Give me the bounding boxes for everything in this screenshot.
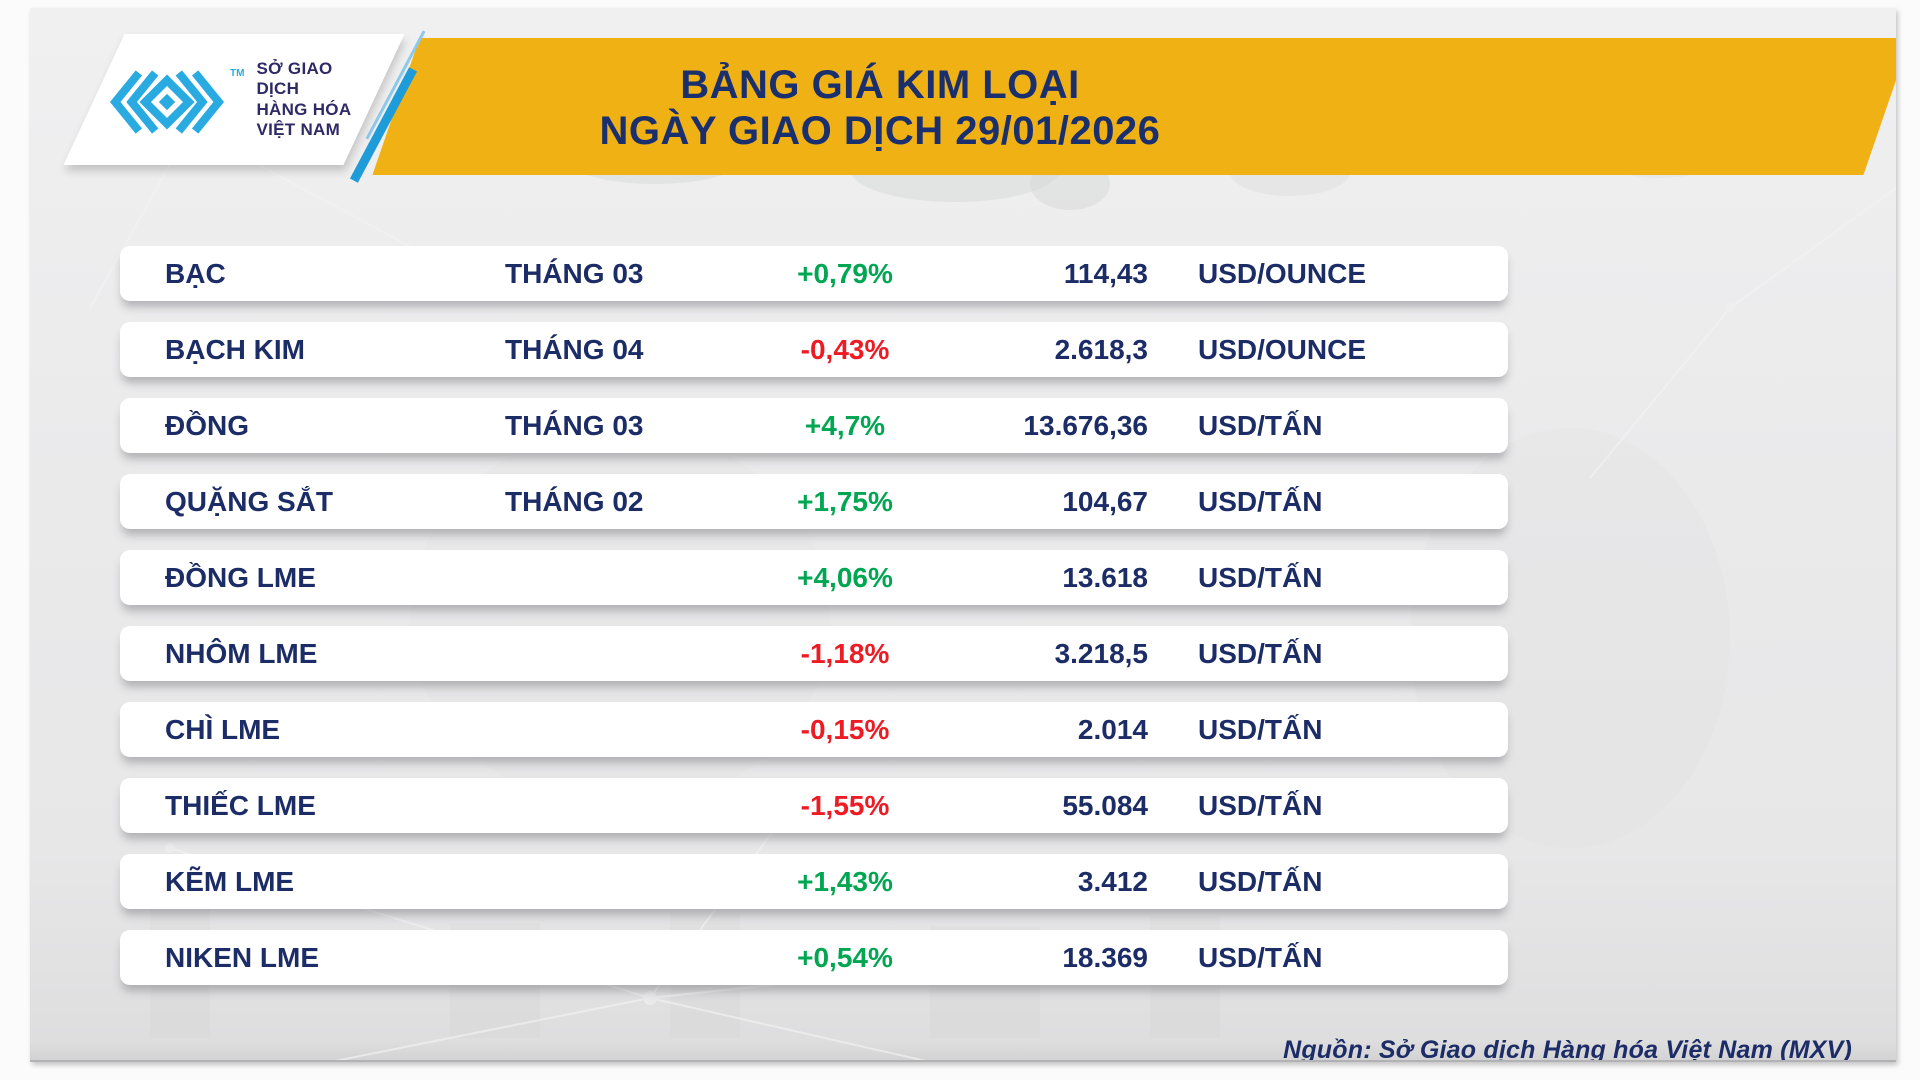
contract-month-cell: THÁNG 02 [505,485,644,517]
change-percent-cell: -0,15% [800,713,890,745]
unit-cell: USD/TẤN [1198,789,1323,821]
table-row: THIẾC LME -1,55% 55.084 USD/TẤN [120,778,1508,833]
page-title: BẢNG GIÁ KIM LOẠI NGÀY GIAO DỊCH 29/01/2… [550,44,1210,172]
unit-cell: USD/TẤN [1198,713,1323,745]
unit-cell: USD/TẤN [1198,941,1323,973]
price-cell: 114,43 [1063,257,1148,289]
metal-name-cell: KẼM LME [165,865,295,897]
contract-month-cell: THÁNG 04 [505,333,644,365]
unit-cell: USD/OUNCE [1198,333,1367,365]
logo-text-line-3: VIỆT NAM [256,119,341,139]
metal-name-cell: QUẶNG SẮT [165,485,333,517]
change-percent-cell: +1,75% [797,485,893,517]
unit-cell: USD/TẤN [1198,637,1323,669]
logo-text-line-2: HÀNG HÓA [256,99,352,119]
price-cell: 104,67 [1062,485,1148,517]
unit-cell: USD/TẤN [1198,865,1323,897]
price-cell: 3.218,5 [1054,637,1148,669]
unit-cell: USD/TẤN [1198,409,1323,441]
change-percent-cell: +4,06% [797,561,893,593]
change-percent-cell: -0,43% [800,333,890,365]
table-row: BẠCH KIM THÁNG 04 -0,43% 2.618,3 USD/OUNCE [120,322,1508,377]
table-row: NIKEN LME +0,54% 18.369 USD/TẤN [120,930,1508,985]
table-row: NHÔM LME -1,18% 3.218,5 USD/TẤN [120,626,1508,681]
price-cell: 55.084 [1062,789,1148,821]
trademark-symbol: TM [230,68,245,79]
metal-name-cell: BẠC [165,257,226,289]
metal-name-cell: THIẾC LME [165,789,316,821]
metal-name-cell: NIKEN LME [165,941,319,973]
mxv-logo-icon [109,69,225,134]
table-row: QUẶNG SẮT THÁNG 02 +1,75% 104,67 USD/TẤN [120,474,1508,529]
mxv-logo-wordmark: SỞ GIAO DỊCH HÀNG HÓA VIỆT NAM [256,59,374,139]
logo-text-line-1: SỞ GIAO DỊCH [256,59,333,99]
price-cell: 2.618,3 [1054,333,1148,365]
metal-name-cell: CHÌ LME [165,713,281,745]
unit-cell: USD/TẤN [1198,561,1323,593]
table-row: CHÌ LME -0,15% 2.014 USD/TẤN [120,702,1508,757]
metal-name-cell: NHÔM LME [165,637,318,669]
table-row: BẠC THÁNG 03 +0,79% 114,43 USD/OUNCE [120,246,1508,301]
table-row: KẼM LME +1,43% 3.412 USD/TẤN [120,854,1508,909]
unit-cell: USD/TẤN [1198,485,1323,517]
mxv-logo: TM SỞ GIAO DỊCH HÀNG HÓA VIỆT NAM [94,34,374,165]
price-cell: 13.618 [1062,561,1148,593]
change-percent-cell: -1,18% [800,637,890,669]
price-cell: 2.014 [1077,713,1148,745]
price-cell: 13.676,36 [1023,409,1148,441]
metal-name-cell: ĐỒNG LME [165,561,316,593]
price-cell: 18.369 [1062,941,1148,973]
change-percent-cell: -1,55% [800,789,890,821]
change-percent-cell: +0,54% [797,941,893,973]
source-note: Nguồn: Sở Giao dịch Hàng hóa Việt Nam (M… [1283,1036,1852,1062]
change-percent-cell: +4,7% [804,409,886,441]
table-row: ĐỒNG THÁNG 03 +4,7% 13.676,36 USD/TẤN [120,398,1508,453]
metal-name-cell: ĐỒNG [165,409,249,441]
title-line-1: BẢNG GIÁ KIM LOẠI [680,63,1080,107]
card-bottom-edge [30,1060,1896,1062]
change-percent-cell: +0,79% [797,257,893,289]
contract-month-cell: THÁNG 03 [505,409,644,441]
title-line-2: NGÀY GIAO DỊCH 29/01/2026 [599,109,1161,153]
infographic-card: BẢNG GIÁ KIM LOẠI NGÀY GIAO DỊCH 29/01/2… [30,8,1896,1062]
contract-month-cell: THÁNG 03 [505,257,644,289]
price-cell: 3.412 [1077,865,1148,897]
table-row: ĐỒNG LME +4,06% 13.618 USD/TẤN [120,550,1508,605]
change-percent-cell: +1,43% [797,865,893,897]
unit-cell: USD/OUNCE [1198,257,1367,289]
metal-name-cell: BẠCH KIM [165,333,305,365]
price-rows: BẠC THÁNG 03 +0,79% 114,43 USD/OUNCE BẠCH KIM… [30,8,1896,1062]
